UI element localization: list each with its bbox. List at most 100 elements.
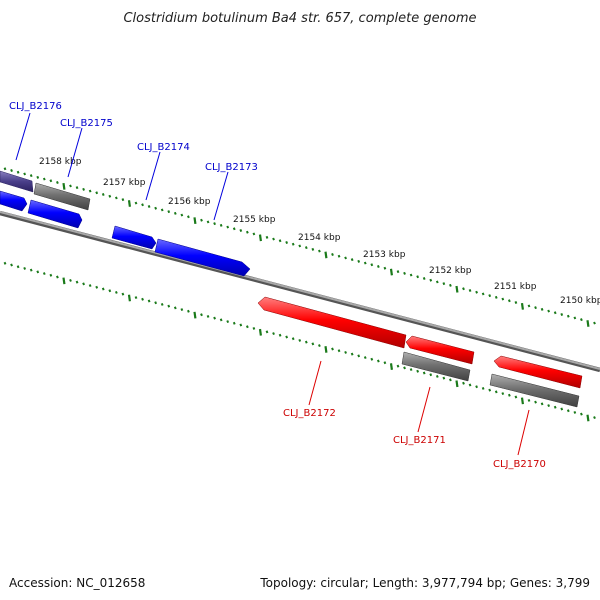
major-tick: [520, 302, 524, 310]
minor-tick: [23, 266, 27, 270]
gene-label[interactable]: CLJ_B2175: [60, 118, 113, 129]
gene-arrow-blue[interactable]: [0, 190, 28, 212]
ruler-label: 2150 kbp: [560, 296, 600, 306]
minor-tick: [534, 400, 537, 404]
ruler-label: 2157 kbp: [103, 178, 146, 188]
minor-tick: [318, 249, 321, 253]
minor-tick: [449, 378, 452, 382]
minor-tick: [121, 198, 125, 202]
minor-tick: [278, 333, 282, 337]
gene-label[interactable]: CLJ_B2171: [393, 435, 446, 446]
gene-arrow-blue[interactable]: [154, 238, 251, 277]
ruler-label: 2152 kbp: [429, 266, 472, 276]
gene-feature-grey[interactable]: [401, 351, 471, 382]
minor-tick: [462, 381, 465, 385]
minor-tick: [409, 273, 413, 277]
minor-tick: [114, 196, 118, 200]
minor-tick: [82, 187, 85, 191]
minor-tick: [488, 388, 492, 392]
minor-tick: [173, 306, 177, 310]
major-tick: [258, 328, 262, 336]
gene-label[interactable]: CLJ_B2172: [283, 408, 336, 419]
minor-tick: [245, 325, 249, 329]
minor-tick: [593, 416, 596, 420]
minor-tick: [383, 266, 387, 270]
gene-label[interactable]: CLJ_B2174: [137, 142, 190, 153]
major-tick: [520, 397, 524, 405]
minor-tick: [409, 368, 413, 372]
minor-tick: [403, 271, 406, 275]
gene-label[interactable]: CLJ_B2176: [9, 101, 62, 112]
minor-tick: [429, 278, 433, 282]
minor-tick: [566, 409, 570, 413]
minor-tick: [245, 230, 249, 234]
minor-tick: [416, 275, 420, 279]
minor-tick: [560, 407, 564, 411]
minor-tick: [344, 350, 347, 354]
gene-feature-grey[interactable]: [489, 373, 580, 408]
major-tick: [127, 200, 131, 207]
minor-tick: [540, 402, 544, 406]
minor-tick: [468, 289, 472, 292]
minor-tick: [10, 169, 13, 172]
minor-tick: [29, 268, 33, 272]
major-tick: [62, 182, 66, 190]
minor-tick: [553, 405, 557, 409]
gene-label[interactable]: CLJ_B2173: [205, 162, 258, 173]
minor-tick: [383, 361, 387, 365]
major-tick: [193, 217, 197, 225]
minor-tick: [422, 277, 426, 280]
minor-tick: [141, 297, 144, 301]
minor-tick: [108, 194, 112, 198]
minor-tick: [547, 309, 551, 313]
minor-tick: [10, 263, 13, 267]
minor-tick: [16, 170, 20, 174]
major-tick: [455, 380, 459, 388]
gene-feature-grey[interactable]: [33, 182, 91, 211]
minor-tick: [252, 232, 256, 236]
minor-tick: [376, 359, 380, 363]
minor-tick: [56, 275, 59, 279]
minor-tick: [154, 206, 158, 210]
minor-tick: [213, 316, 216, 320]
minor-tick: [180, 213, 184, 217]
gene-label[interactable]: CLJ_B2170: [493, 459, 546, 470]
minor-tick: [147, 205, 151, 208]
gene-arrow-red[interactable]: [405, 335, 475, 365]
minor-tick: [239, 229, 243, 232]
minor-tick: [160, 208, 164, 212]
minor-tick: [481, 292, 485, 296]
gene-feature-purple[interactable]: [0, 170, 34, 193]
minor-tick: [573, 410, 577, 414]
minor-tick: [291, 337, 295, 341]
minor-tick: [357, 259, 361, 263]
minor-tick: [69, 278, 72, 282]
major-tick: [324, 251, 328, 259]
gene-arrow-blue[interactable]: [111, 225, 157, 250]
minor-tick: [462, 287, 465, 291]
minor-tick: [278, 239, 282, 243]
gene-arrow-blue[interactable]: [27, 199, 83, 229]
minor-tick: [475, 290, 478, 294]
gene-arrow-red[interactable]: [493, 355, 583, 389]
minor-tick: [507, 299, 511, 303]
minor-tick: [187, 309, 190, 313]
genome-stats-text: Topology: circular; Length: 3,977,794 bp…: [259, 576, 590, 590]
accession-text: Accession: NC_012658: [9, 576, 145, 590]
minor-tick: [252, 326, 256, 330]
minor-tick: [226, 225, 230, 229]
minor-tick: [75, 186, 79, 190]
major-tick: [258, 234, 262, 242]
minor-tick: [534, 306, 537, 310]
ruler-label: 2154 kbp: [298, 233, 341, 243]
minor-tick: [449, 283, 452, 287]
major-tick: [62, 277, 66, 285]
minor-tick: [298, 244, 302, 248]
major-tick: [455, 285, 459, 293]
gene-arrow-red[interactable]: [257, 296, 407, 349]
minor-tick: [167, 210, 171, 214]
minor-tick: [285, 241, 289, 244]
forward-features: [0, 170, 251, 277]
ruler-label: 2151 kbp: [494, 282, 537, 292]
